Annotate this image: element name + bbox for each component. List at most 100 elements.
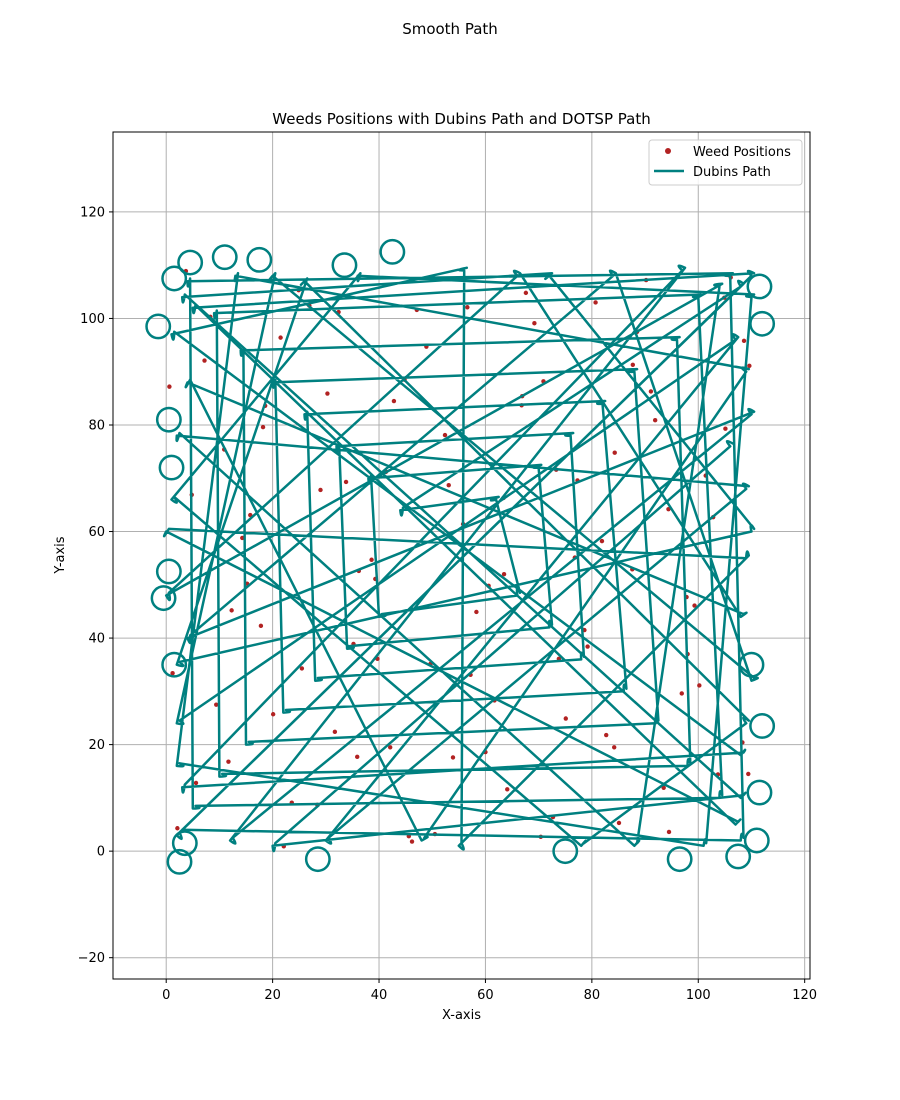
- weed-point: [278, 335, 283, 340]
- dubins-turn-loop: [331, 252, 358, 279]
- x-tick-label: 100: [686, 988, 711, 1003]
- weed-point: [170, 671, 175, 676]
- figure-suptitle: Smooth Path: [402, 20, 498, 38]
- dubins-path-series: [145, 238, 776, 875]
- y-tick-label: 0: [97, 845, 105, 860]
- y-tick-label: −20: [78, 951, 105, 966]
- dubins-turn-loop: [161, 651, 188, 678]
- weed-point: [391, 398, 397, 404]
- dubins-turn-loop: [155, 558, 182, 585]
- legend-weed-marker: [665, 148, 671, 154]
- weed-point: [474, 609, 479, 615]
- weed-point: [260, 424, 266, 430]
- x-axis-label: X-axis: [442, 1008, 481, 1023]
- dubins-turn-loop: [150, 585, 177, 612]
- weed-point: [747, 363, 752, 369]
- weed-point: [369, 557, 374, 562]
- x-tick-label: 120: [792, 988, 817, 1003]
- chart-title: Weeds Positions with Dubins Path and DOT…: [272, 110, 650, 128]
- weed-point: [318, 487, 323, 493]
- legend-box: [648, 139, 803, 186]
- weed-point: [501, 571, 507, 577]
- legend-path-label: Dubins Path: [693, 165, 771, 180]
- plot-area: [145, 238, 776, 875]
- y-tick-label: 120: [80, 205, 105, 220]
- weed-point: [679, 691, 684, 696]
- weed-point: [258, 623, 264, 629]
- dubins-turn-loop: [746, 779, 773, 806]
- y-tick-label: 80: [88, 418, 105, 433]
- y-tick-label: 60: [88, 525, 105, 540]
- weed-point: [652, 417, 658, 423]
- axes-frame: [112, 131, 811, 980]
- dubins-turn-loop: [161, 265, 188, 292]
- weed-point: [332, 729, 338, 735]
- weed-point: [167, 384, 172, 389]
- dubins-turn-loop: [155, 406, 182, 433]
- x-tick-label: 0: [162, 988, 170, 1003]
- weed-point: [214, 702, 219, 707]
- weed-point: [175, 826, 180, 831]
- x-tick-label: 80: [584, 988, 601, 1003]
- weed-point: [585, 644, 590, 649]
- weed-point: [355, 754, 360, 760]
- weed-point: [604, 732, 609, 738]
- weed-point: [505, 787, 510, 792]
- x-axis-ticks: 0 20 40 60 80 100 120: [162, 979, 817, 1003]
- y-axis-label: Y-axis: [53, 536, 68, 574]
- dubins-turn-loop: [738, 651, 765, 678]
- weed-point: [741, 338, 747, 344]
- weed-point: [593, 300, 598, 305]
- weed-point: [193, 780, 199, 786]
- weed-point: [388, 745, 393, 750]
- dubins-turn-loop: [177, 249, 204, 276]
- dubins-turn-loop: [749, 713, 776, 739]
- dubins-turn-loop: [379, 238, 406, 265]
- x-tick-label: 20: [264, 988, 281, 1003]
- weed-point: [648, 389, 654, 394]
- weed-point: [599, 538, 605, 544]
- weed-point: [616, 820, 622, 826]
- weed-point: [563, 716, 568, 721]
- weed-point: [612, 745, 617, 750]
- weed-point: [409, 839, 415, 844]
- dubins-turn-loop: [304, 846, 331, 873]
- dubins-turn-loop: [552, 838, 579, 865]
- dubins-turn-loop: [749, 310, 776, 337]
- dubins-turn-loop: [666, 846, 693, 873]
- weed-point: [450, 755, 456, 760]
- weed-point: [442, 432, 448, 438]
- weed-point: [226, 759, 231, 764]
- y-axis-ticks: −20 0 20 40 60 80 100 120: [78, 205, 113, 966]
- weed-point: [612, 450, 617, 455]
- dubins-turn-loop: [743, 827, 770, 854]
- weed-point: [343, 479, 349, 485]
- weed-point: [692, 603, 697, 608]
- dubins-turn-loop: [211, 244, 238, 271]
- weed-point: [299, 666, 305, 671]
- y-tick-label: 40: [88, 632, 105, 647]
- legend: Weed Positions Dubins Path: [648, 139, 803, 186]
- weed-point: [325, 391, 330, 396]
- legend-weed-label: Weed Positions: [693, 145, 791, 160]
- y-tick-label: 20: [88, 738, 105, 753]
- x-tick-label: 60: [477, 988, 494, 1003]
- dubins-turn-loop: [158, 454, 185, 481]
- dubins-turn-loop: [725, 843, 752, 870]
- weed-point: [723, 426, 728, 431]
- weed-point: [229, 608, 234, 613]
- x-tick-label: 40: [371, 988, 388, 1003]
- dubins-turn-loop: [746, 273, 773, 300]
- weed-point: [532, 321, 537, 326]
- weed-point: [270, 712, 276, 717]
- weed-point: [666, 829, 672, 835]
- y-tick-label: 100: [80, 312, 105, 327]
- dubins-turn-loop: [246, 246, 273, 273]
- weed-point: [202, 358, 207, 363]
- weed-point: [661, 785, 666, 790]
- dubins-turn-loop: [145, 313, 172, 340]
- weed-point: [697, 683, 702, 688]
- dubins-path-line: [162, 264, 759, 853]
- dubins-turn-loop: [166, 848, 193, 875]
